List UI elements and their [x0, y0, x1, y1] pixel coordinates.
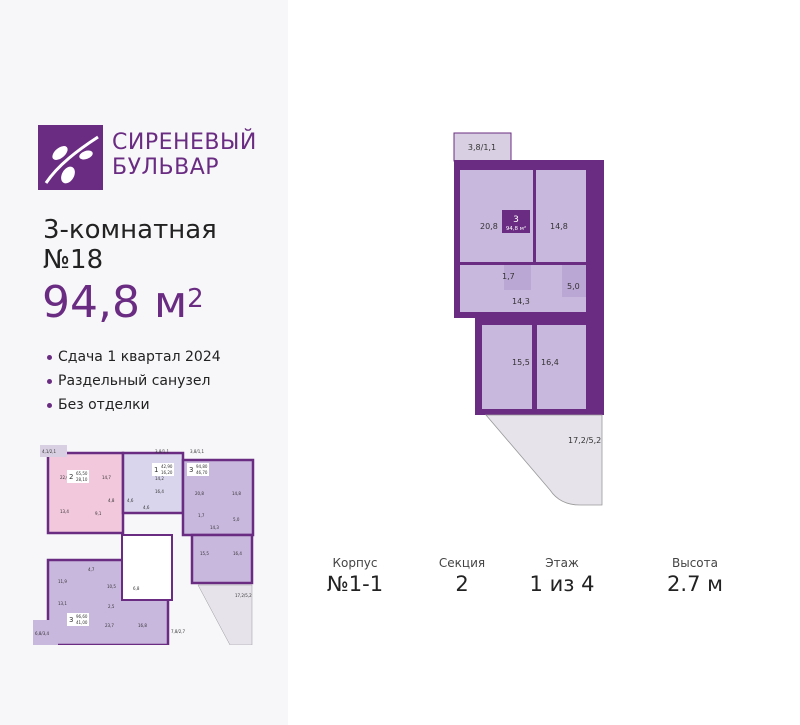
badge-rooms: 3 — [513, 215, 519, 225]
stat-value: 2.7 м — [667, 572, 723, 596]
room-label: 14,3 — [512, 297, 530, 306]
key-label: 14,7 — [102, 475, 111, 480]
room-bedroom-3 — [537, 325, 586, 409]
area-unit-sup: 2 — [187, 284, 204, 314]
unit-rooms: 2 — [69, 473, 73, 481]
unit-area: 94,80 — [196, 464, 208, 469]
key-label: 22,0 — [60, 475, 69, 480]
key-label: 11,9 — [58, 579, 67, 584]
stat-building: Корпус №1-1 — [295, 556, 415, 596]
key-label: 4,7 — [88, 567, 95, 572]
key-label: 20,8 — [195, 491, 204, 496]
unit-area: 96,60 — [76, 614, 88, 619]
key-label: 5,0 — [233, 517, 240, 522]
key-label: 17,2/5,2 — [235, 593, 252, 598]
room-wc — [504, 265, 531, 290]
unit-area: 65,50 — [76, 471, 88, 476]
brand-line2: БУЛЬВАР — [112, 155, 220, 180]
feature-item: Раздельный санузел — [47, 369, 221, 393]
area-value: 94,8 м — [42, 277, 188, 328]
key-plan: 4,1/2,1 22,0 14,7 14,2 3,8/1,1 3,8/1,1 1… — [33, 445, 255, 645]
apartment-badge — [502, 210, 530, 233]
stat-section: Секция 2 — [402, 556, 522, 596]
room-label: 1,7 — [502, 272, 515, 281]
room-bedroom-1 — [536, 170, 586, 262]
unit-living: 46,70 — [196, 470, 208, 475]
key-label: 14,3 — [210, 525, 219, 530]
room-label: 20,8 — [480, 222, 498, 231]
room-label: 5,0 — [567, 282, 580, 291]
key-label: 7,8/2,7 — [171, 629, 186, 634]
apartment-title: 3-комнатная №18 — [43, 215, 217, 275]
key-label: 15,5 — [200, 551, 209, 556]
room-label: 16,4 — [541, 358, 559, 367]
badge-area: 94,8 м² — [506, 225, 526, 232]
unit-living: 28,10 — [76, 477, 88, 482]
terrace — [485, 414, 603, 506]
key-label: 4,6 — [143, 505, 150, 510]
stat-value: 1 из 4 — [529, 572, 595, 596]
key-label: 2,5 — [108, 604, 115, 609]
key-label: 4,6 — [127, 498, 134, 503]
key-label: 3,8/1,1 — [155, 449, 170, 454]
apartment-area: 94,8 м2 — [42, 278, 204, 328]
key-label: 6,8/3,4 — [35, 631, 50, 636]
brand-line1: СИРЕНЕВЫЙ — [112, 130, 257, 155]
room-bath — [562, 265, 586, 297]
features-list: Сдача 1 квартал 2024 Раздельный санузел … — [47, 345, 221, 417]
room-label: 15,5 — [512, 358, 530, 367]
key-label: 10,5 — [107, 584, 116, 589]
stat-height: Высота 2.7 м — [635, 556, 755, 596]
stat-floor: Этаж 1 из 4 — [502, 556, 622, 596]
apartment-number: №18 — [43, 245, 104, 275]
logo-icon — [38, 125, 103, 190]
feature-item: Сдача 1 квартал 2024 — [47, 345, 221, 369]
key-label: 4,1/2,1 — [42, 449, 57, 454]
unit-rooms: 3 — [189, 466, 193, 474]
stat-label: Этаж — [545, 556, 579, 570]
brand-name: СИРЕНЕВЫЙ БУЛЬВАР — [112, 130, 257, 180]
unit-rooms: 1 — [154, 466, 158, 474]
key-label: 14,2 — [155, 476, 164, 481]
stat-value: №1-1 — [326, 572, 384, 596]
floor-plan: 3 94,8 м² 3,8/1,1 20,8 14,8 1,7 5,0 14,3… — [453, 132, 604, 506]
key-label: 6,8 — [133, 586, 140, 591]
stat-label: Высота — [672, 556, 718, 570]
unit-living: 16,20 — [161, 470, 173, 475]
key-label: 3,8/1,1 — [190, 449, 205, 454]
feature-item: Без отделки — [47, 393, 221, 417]
room-label: 14,8 — [550, 222, 568, 231]
key-label: 9,1 — [95, 511, 102, 516]
room-label: 17,2/5,2 — [568, 436, 601, 445]
key-label: 13,4 — [60, 509, 69, 514]
stat-label: Корпус — [332, 556, 378, 570]
stat-label: Секция — [438, 556, 486, 570]
key-label: 1,7 — [198, 513, 205, 518]
room-label: 3,8/1,1 — [468, 143, 496, 152]
unit-rooms: 3 — [69, 616, 73, 624]
unit-living: 41,00 — [76, 620, 88, 625]
room-count: 3-комнатная — [43, 215, 217, 245]
key-label: 16,4 — [233, 551, 242, 556]
key-label: 13,1 — [58, 601, 67, 606]
key-label: 16,8 — [138, 623, 147, 628]
room-bedroom-2 — [482, 325, 532, 409]
key-label: 4,8 — [108, 498, 115, 503]
stat-value: 2 — [455, 572, 469, 596]
key-label: 23,7 — [105, 623, 114, 628]
unit-area: 42,90 — [161, 464, 173, 469]
key-label: 14,8 — [232, 491, 241, 496]
key-label: 16,4 — [155, 489, 164, 494]
